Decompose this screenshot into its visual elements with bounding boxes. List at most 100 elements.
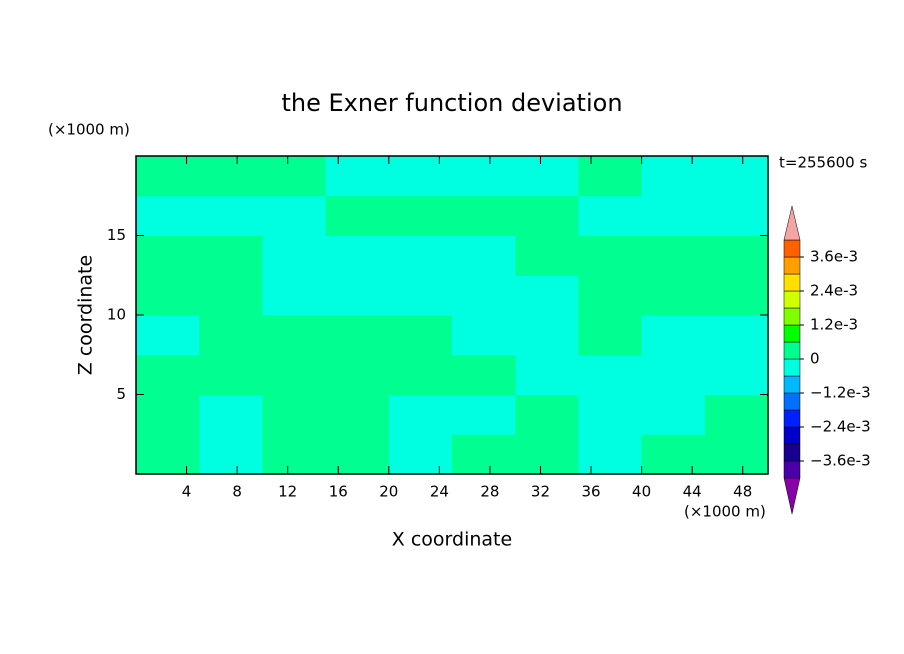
contour-cell [199,354,263,395]
contour-cell [199,434,263,475]
contour-cell [388,354,453,395]
colorbar-tick-label: 2.4e-3 [810,282,858,300]
y-tick-label: 5 [116,385,126,403]
contour-cell [641,434,706,475]
colorbar-tick-label: −2.4e-3 [810,418,871,436]
x-tick-label: 20 [379,483,398,501]
contour-cell [515,315,579,356]
contour-cell [136,434,200,475]
chart-title: the Exner function deviation [281,89,622,117]
contour-cell [641,195,706,236]
colorbar-under [783,477,801,515]
x-tick-label: 36 [581,483,600,501]
contour-cell [578,235,643,276]
colorbar-tick-label: 3.6e-3 [810,248,858,266]
contour-cell [704,235,769,276]
colorbar-tick-label: 0 [810,350,820,368]
contour-cell [325,354,390,395]
contour-cell [578,275,643,316]
contour-cell [325,235,390,276]
contour-cell [136,275,200,316]
contour-cell [704,354,769,395]
contour-cell [199,315,263,356]
contour-cell [641,275,706,316]
contour-cell [578,195,643,236]
x-axis-title: X coordinate [392,529,512,551]
contour-cell [578,354,643,395]
colorbar-box [783,307,801,326]
contour-cell [199,275,263,316]
colorbar-tick-label: −1.2e-3 [810,384,871,402]
contour-cell [704,394,769,435]
contour-cell [262,275,327,316]
contour-cell [262,394,327,435]
contour-cell [199,235,263,276]
contour-cell [515,156,579,197]
colorbar-box [783,273,801,292]
contour-cell [578,156,643,197]
contour-cell [262,434,327,475]
contour-cell [641,156,706,197]
colorbar-box [783,324,801,343]
x-tick-label: 40 [632,483,651,501]
contour-cell [578,394,643,435]
colorbar-box [783,358,801,377]
colorbar-box [783,409,801,428]
contour-cell [704,275,769,316]
contour-cell [452,354,516,395]
contour-cell [388,394,453,435]
contour-cell [704,195,769,236]
contour-cell [262,235,327,276]
contour-cell [704,315,769,356]
x-tick-label: 32 [531,483,550,501]
contour-cell [452,235,516,276]
annotation: t=255600 s [779,154,867,172]
y-tick-label: 15 [107,226,126,244]
contour-cell [515,434,579,475]
contour-cell [262,315,327,356]
colorbar-box [783,392,801,411]
contour-cell [325,275,390,316]
colorbar-box [783,426,801,445]
contour-cell [452,394,516,435]
colorbar-box [783,375,801,394]
colorbar-box [783,341,801,360]
colorbar-box [783,460,801,479]
contour-cell [136,235,200,276]
contour-cell [388,235,453,276]
contour-cell [515,235,579,276]
contour-cell [136,315,200,356]
contour-cell [325,394,390,435]
contour-cell [704,156,769,197]
contour-cell [515,354,579,395]
x-unit: (×1000 m) [684,503,766,521]
contour-cell [199,195,263,236]
x-tick-label: 12 [278,483,297,501]
contour-cell [388,195,453,236]
x-tick-label: 28 [480,483,499,501]
colorbar-box [783,256,801,275]
contour-cell [325,156,390,197]
x-tick-label: 8 [232,483,242,501]
colorbar-box [783,443,801,462]
contour-cell [641,315,706,356]
x-tick-label: 44 [683,483,702,501]
contour-cell [136,394,200,435]
contour-cell [199,394,263,435]
contour-cell [641,354,706,395]
contour-cell [325,315,390,356]
x-tick-label: 48 [733,483,752,501]
contour-cell [704,434,769,475]
contour-cell [136,156,200,197]
x-tick-label: 24 [430,483,449,501]
contour-cell [641,235,706,276]
contour-cell [515,394,579,435]
colorbar-tick-label: 1.2e-3 [810,316,858,334]
contour-cell [199,156,263,197]
y-axis-title: Z coordinate [75,255,97,375]
colorbar-tick-label: −3.6e-3 [810,452,871,470]
y-tick-label: 10 [107,306,126,324]
contour-cell [388,275,453,316]
contour-cell [452,434,516,475]
